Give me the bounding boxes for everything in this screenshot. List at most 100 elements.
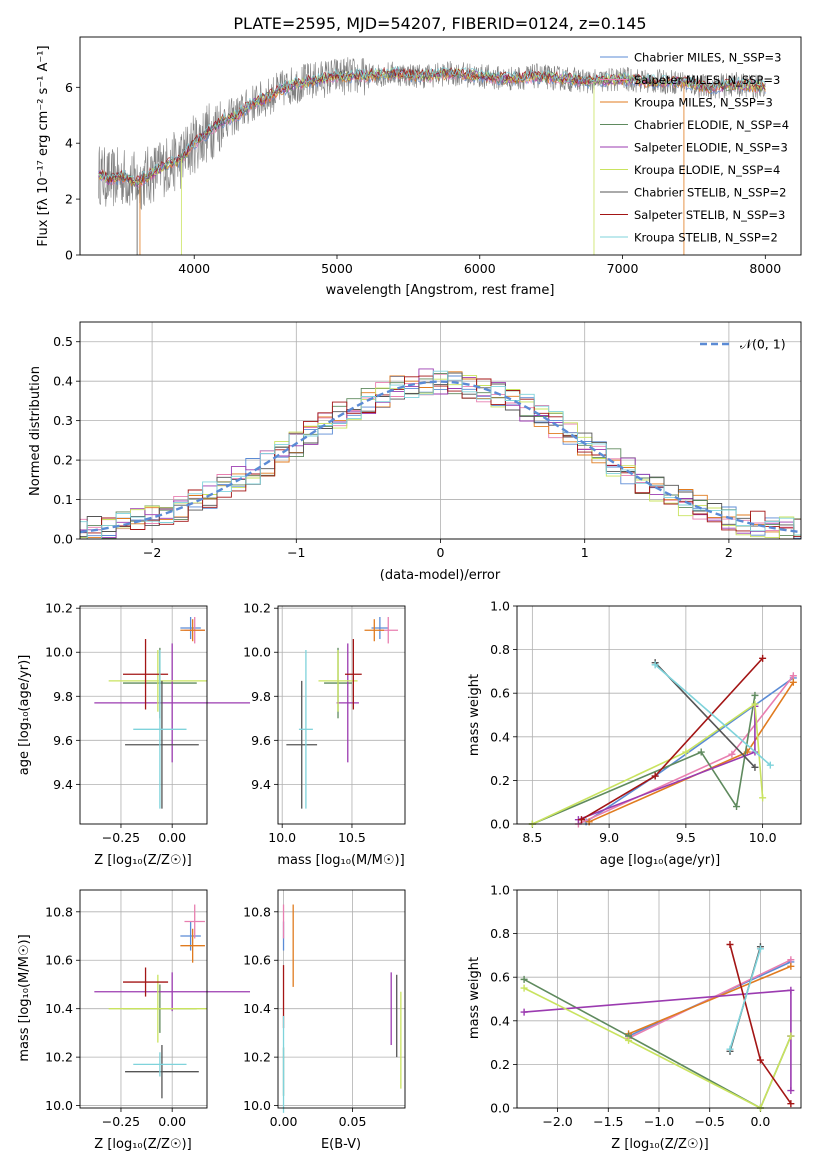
weight-line [581, 657, 764, 821]
spectrum-legend: Chabrier MILES, N_SSP=3 Salpeter MILES, N… [600, 51, 789, 245]
x-tick-label: 8000 [749, 261, 781, 276]
y-tick-label: 10.8 [243, 904, 271, 919]
residual-histogram [80, 375, 801, 539]
weight-vs-age-xlabel: age [log₁₀(age/yr)] [600, 853, 721, 868]
weight-line [628, 965, 792, 1035]
weight_vs_age-lines [528, 654, 797, 828]
y-tick-label: 0.3 [53, 413, 73, 428]
y-tick-label: 9.4 [251, 777, 271, 792]
mass_vs_ebv-points [282, 904, 402, 1113]
y-tick-label: 10.2 [45, 1050, 73, 1065]
x-tick-label: 2 [725, 545, 733, 560]
weight-marker [789, 672, 797, 680]
mass_vs_Z-axes: −0.25 0.00 10.0 10.2 10.4 10.6 10.8 [45, 904, 186, 1129]
age_vs_Z-axes: −0.25 0.00 9.4 9.6 9.8 10.0 10.2 [45, 601, 186, 845]
weight-line [524, 989, 792, 1091]
axes-frame [516, 605, 802, 825]
y-tick-label: 10.0 [45, 1098, 73, 1113]
x-tick-label: −2 [143, 545, 161, 560]
weight-marker [728, 750, 736, 758]
y-tick-label: 10.2 [243, 601, 271, 616]
y-tick-label: 10.0 [243, 645, 271, 660]
weight-line [729, 948, 762, 1050]
y-tick-label: 0.2 [490, 1057, 510, 1072]
legend-label: Kroupa ELODIE, N_SSP=4 [634, 163, 780, 177]
y-tick-label: 0.6 [490, 970, 510, 985]
mass_vs_Z-points [94, 904, 251, 1099]
x-tick-label: 1 [581, 545, 589, 560]
weight-vs-metallicity-panel: Z [log₁₀(Z/Z☉)] mass weight −2.0 −1.5 −1.0… [467, 883, 802, 1152]
spectrum-panel: wavelength [Angstrom, rest frame] Flux [… [36, 36, 802, 298]
weight-marker [520, 1008, 528, 1016]
axes-frame [79, 605, 208, 825]
residuals-xlabel: (data-model)/error [380, 568, 501, 583]
x-tick-label: 10.0 [749, 830, 777, 845]
y-tick-label: 10.2 [45, 601, 73, 616]
spectrum-axes: 4000 5000 6000 7000 8000 0 2 4 6 [65, 80, 781, 276]
legend-label: Salpeter MILES, N_SSP=3 [634, 73, 780, 87]
gaussian-curve [80, 380, 801, 534]
age_vs_Z-points [94, 617, 251, 809]
y-tick-label: 10.6 [243, 953, 271, 968]
weight-line [628, 959, 792, 1039]
weight-marker [766, 761, 774, 769]
weight-marker [520, 984, 528, 992]
y-tick-label: 10.0 [45, 645, 73, 660]
weight-marker [751, 691, 759, 699]
mass-vs-reddening-panel: E(B-V) 0.00 0.05 10.0 10.2 10.4 10.6 10.8 [243, 889, 406, 1152]
spectrum-ylabel: Flux [fλ 10⁻¹⁷ erg cm⁻² s⁻¹ A⁻¹] [36, 45, 51, 246]
axes-frame [79, 321, 802, 540]
y-tick-label: 9.6 [251, 733, 271, 748]
residuals-ylabel: Normed distribution [28, 366, 43, 496]
legend-label: Salpeter ELODIE, N_SSP=3 [634, 141, 788, 155]
x-tick-label: 0 [437, 545, 445, 560]
y-tick-label: 2 [65, 192, 73, 207]
y-tick-label: 10.8 [45, 904, 73, 919]
figure-title: PLATE=2595, MJD=54207, FIBERID=0124, z=0… [233, 14, 646, 33]
y-tick-label: 1.0 [490, 883, 510, 898]
weight-marker [520, 975, 528, 983]
weight-marker [577, 816, 585, 824]
spectrum-model-line [98, 67, 766, 184]
x-tick-label: −0.25 [102, 1114, 140, 1129]
legend-label: Chabrier MILES, N_SSP=3 [634, 51, 781, 65]
age-vs-mass-xlabel: mass [log₁₀(M/M☉)] [277, 853, 404, 868]
y-tick-label: 0.8 [490, 926, 510, 941]
mass-vs-metallicity-panel: Z [log₁₀(Z/Z☉)] mass [log₁₀(M/M☉)] −0.25… [17, 889, 251, 1152]
weight-marker [787, 1100, 795, 1108]
x-tick-label: −1 [287, 545, 305, 560]
weight-marker [733, 803, 741, 811]
x-tick-label: −1.0 [644, 1114, 674, 1129]
mass_vs_Z-plot-area [80, 890, 207, 1108]
weight_vs_age-axes: 8.5 9.0 9.5 10.0 0.0 0.2 0.4 0.6 0.8 1.0 [490, 599, 776, 846]
axes-frame [79, 36, 802, 256]
residual-histogram [80, 375, 801, 539]
y-tick-label: 10.0 [243, 1098, 271, 1113]
x-tick-label: 5000 [321, 261, 353, 276]
y-tick-label: 0 [65, 248, 73, 263]
residual-histogram [80, 370, 801, 539]
x-tick-label: −2.0 [542, 1114, 572, 1129]
weight-marker [787, 1087, 795, 1095]
mass-vs-metallicity-ylabel: mass [log₁₀(M/M☉)] [17, 934, 32, 1061]
x-tick-label: −0.5 [695, 1114, 725, 1129]
weight-vs-age-ylabel: mass weight [467, 674, 482, 756]
weight-marker [759, 794, 767, 802]
axes-frame [79, 889, 208, 1109]
y-tick-label: 0.8 [490, 642, 510, 657]
y-tick-label: 0.0 [53, 532, 73, 547]
weight-marker [756, 945, 764, 953]
weight-marker [726, 941, 734, 948]
y-tick-label: 0.2 [490, 773, 510, 788]
y-tick-label: 10.6 [45, 953, 73, 968]
weight-marker [697, 748, 705, 756]
x-tick-label: 9.5 [676, 830, 696, 845]
mass_vs_ebv-plot-area [278, 890, 405, 1108]
weight-marker [787, 986, 795, 994]
y-tick-label: 9.8 [251, 689, 271, 704]
x-tick-label: 8.5 [522, 830, 542, 845]
residual-histogram [80, 372, 801, 539]
age_vs_mass-axes: 10.0 10.5 9.4 9.6 9.8 10.0 10.2 [243, 601, 366, 845]
y-tick-label: 9.6 [53, 733, 73, 748]
y-tick-label: 9.8 [53, 689, 73, 704]
